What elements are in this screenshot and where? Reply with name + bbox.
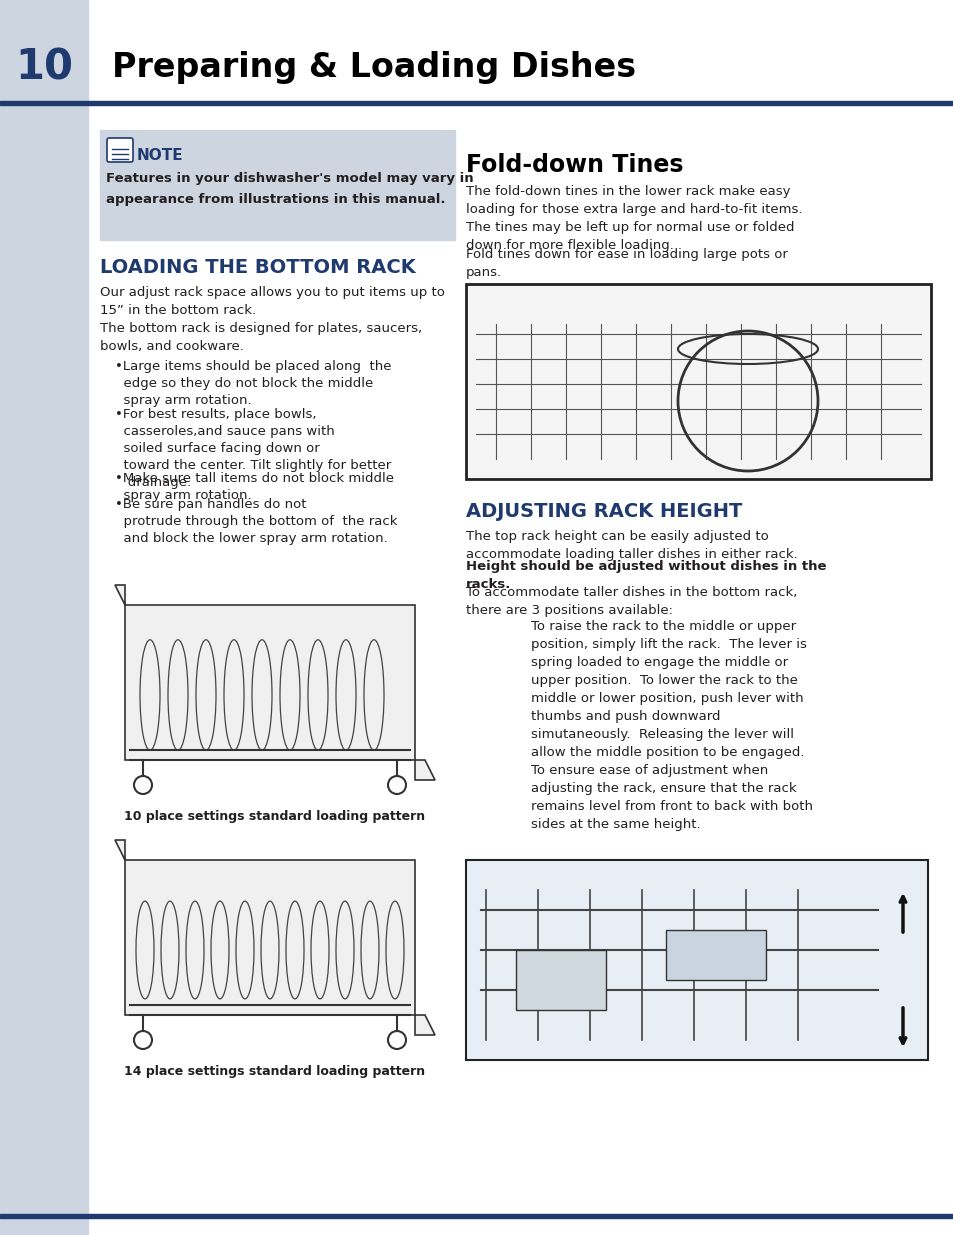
Bar — [100, 130, 455, 240]
Text: 10 place settings standard loading pattern: 10 place settings standard loading patte… — [124, 810, 425, 823]
Bar — [665, 930, 765, 981]
Polygon shape — [115, 585, 435, 781]
Text: Our adjust rack space allows you to put items up to
15” in the bottom rack.: Our adjust rack space allows you to put … — [100, 287, 444, 317]
Bar — [0, 101, 953, 105]
Bar — [516, 950, 605, 1010]
Text: Fold-down Tines: Fold-down Tines — [465, 153, 682, 177]
Text: Features in your dishwasher's model may vary in
appearance from illustrations in: Features in your dishwasher's model may … — [106, 172, 473, 206]
Text: To raise the rack to the middle or upper
position, simply lift the rack.  The le: To raise the rack to the middle or upper… — [531, 620, 812, 831]
Text: Height should be adjusted without dishes in the
racks.: Height should be adjusted without dishes… — [465, 559, 825, 592]
Text: LOADING THE BOTTOM RACK: LOADING THE BOTTOM RACK — [100, 258, 416, 277]
Text: The top rack height can be easily adjusted to
accommodate loading taller dishes : The top rack height can be easily adjust… — [465, 530, 797, 579]
Bar — [0, 0, 88, 1235]
Bar — [465, 284, 930, 479]
Bar — [0, 1214, 953, 1218]
Bar — [465, 860, 927, 1060]
Text: 10: 10 — [15, 47, 73, 89]
Polygon shape — [115, 840, 435, 1035]
Text: Fold tines down for ease in loading large pots or
pans.: Fold tines down for ease in loading larg… — [465, 248, 787, 279]
FancyBboxPatch shape — [107, 138, 132, 162]
Text: NOTE: NOTE — [137, 148, 183, 163]
Text: Preparing & Loading Dishes: Preparing & Loading Dishes — [112, 52, 636, 84]
Text: The fold-down tines in the lower rack make easy
loading for those extra large an: The fold-down tines in the lower rack ma… — [465, 185, 801, 252]
Text: •Make sure tall items do not block middle
  spray arm rotation.: •Make sure tall items do not block middl… — [115, 472, 394, 501]
Text: To accommodate taller dishes in the bottom rack,
there are 3 positions available: To accommodate taller dishes in the bott… — [465, 585, 797, 618]
Text: •Be sure pan handles do not
  protrude through the bottom of  the rack
  and blo: •Be sure pan handles do not protrude thr… — [115, 498, 397, 545]
Text: •For best results, place bowls,
  casseroles,and sauce pans with
  soiled surfac: •For best results, place bowls, casserol… — [115, 408, 391, 489]
Text: •Large items should be placed along  the
  edge so they do not block the middle
: •Large items should be placed along the … — [115, 359, 391, 408]
Text: The bottom rack is designed for plates, saucers,
bowls, and cookware.: The bottom rack is designed for plates, … — [100, 322, 421, 353]
Text: ADJUSTING RACK HEIGHT: ADJUSTING RACK HEIGHT — [465, 501, 741, 521]
Text: 14 place settings standard loading pattern: 14 place settings standard loading patte… — [124, 1065, 425, 1078]
